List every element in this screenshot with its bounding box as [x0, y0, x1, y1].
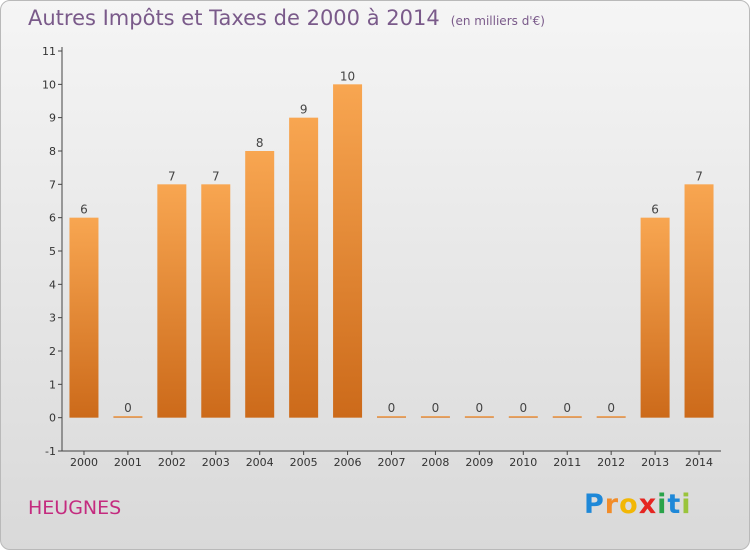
proxiti-logo: Proxiti — [584, 489, 692, 520]
y-tick-label: 4 — [49, 278, 56, 291]
logo-letter: x — [638, 489, 658, 520]
y-tick-label: 6 — [49, 212, 56, 225]
x-tick-label: 2008 — [421, 456, 449, 469]
bar-value-label: 7 — [212, 169, 220, 183]
title-unit: (en milliers d'€) — [450, 14, 545, 28]
bar — [377, 416, 406, 418]
bar-value-label: 0 — [563, 401, 571, 415]
x-tick-label: 2006 — [334, 456, 362, 469]
y-tick-label: 3 — [49, 312, 56, 325]
x-tick-label: 2004 — [246, 456, 274, 469]
y-tick-label: -1 — [45, 445, 56, 458]
bar — [201, 184, 231, 418]
y-tick-label: 7 — [49, 178, 56, 191]
bar — [157, 184, 187, 418]
x-tick-label: 2009 — [465, 456, 493, 469]
y-tick-label: 1 — [49, 378, 56, 391]
chart-title: Autres Impôts et Taxes de 2000 à 2014 (e… — [28, 6, 545, 30]
bar — [464, 416, 494, 418]
bar-value-label: 8 — [256, 136, 264, 150]
x-tick-label: 2011 — [553, 456, 581, 469]
bar-value-label: 0 — [388, 401, 396, 415]
logo-letter: P — [584, 489, 605, 520]
y-tick-label: 2 — [49, 345, 56, 358]
bar — [640, 217, 670, 418]
logo-letter: o — [619, 489, 639, 520]
x-tick-label: 2013 — [641, 456, 669, 469]
bar — [69, 217, 99, 418]
bar — [245, 151, 275, 418]
bar — [333, 84, 363, 418]
bar — [289, 117, 319, 418]
bar — [420, 416, 450, 418]
logo-letter: i — [681, 489, 692, 520]
y-tick-label: 8 — [49, 145, 56, 158]
bar-value-label: 0 — [607, 401, 615, 415]
logo-letter: r — [604, 489, 620, 520]
logo-letter: i — [657, 489, 668, 520]
x-tick-label: 2010 — [509, 456, 537, 469]
bar-value-label: 10 — [340, 69, 355, 83]
y-tick-label: 10 — [42, 78, 56, 91]
bar-value-label: 0 — [519, 401, 527, 415]
bar-value-label: 7 — [168, 169, 176, 183]
y-tick-label: 9 — [49, 112, 56, 125]
x-tick-label: 2000 — [70, 456, 98, 469]
x-tick-label: 2012 — [597, 456, 625, 469]
logo-letter: t — [667, 489, 682, 520]
bar — [596, 416, 626, 418]
bar-value-label: 7 — [695, 169, 703, 183]
y-tick-label: 5 — [49, 245, 56, 258]
bar-value-label: 9 — [300, 103, 308, 117]
title-main: Autres Impôts et Taxes de 2000 à 2014 — [28, 6, 440, 30]
y-tick-label: 0 — [49, 412, 56, 425]
bar — [552, 416, 582, 418]
x-tick-label: 2005 — [290, 456, 318, 469]
bar-value-label: 6 — [80, 203, 88, 217]
x-tick-label: 2007 — [378, 456, 406, 469]
x-tick-label: 2014 — [685, 456, 713, 469]
x-tick-label: 2002 — [158, 456, 186, 469]
bar — [684, 184, 714, 418]
bar — [113, 416, 143, 418]
bar-value-label: 0 — [124, 401, 132, 415]
bar-value-label: 0 — [432, 401, 440, 415]
commune-name: HEUGNES — [28, 497, 122, 519]
y-tick-label: 11 — [42, 45, 56, 58]
bar-value-label: 0 — [476, 401, 484, 415]
x-tick-label: 2001 — [114, 456, 142, 469]
bar-value-label: 6 — [651, 203, 659, 217]
bar — [508, 416, 538, 418]
x-tick-label: 2003 — [202, 456, 230, 469]
